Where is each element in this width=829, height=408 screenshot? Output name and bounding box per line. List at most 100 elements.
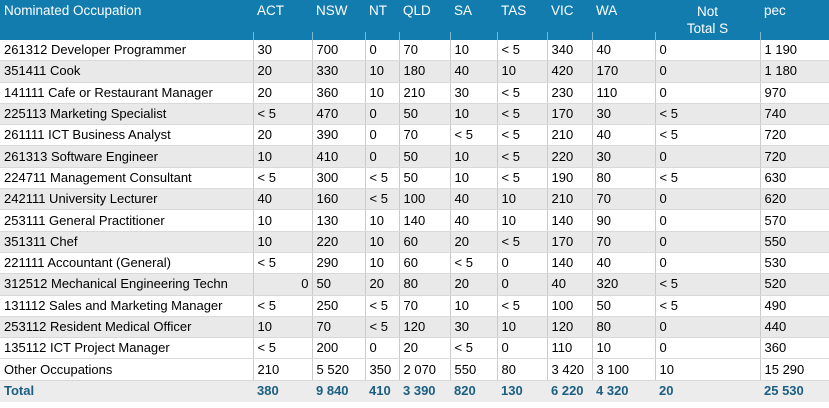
value-cell: 140 xyxy=(398,209,450,232)
value-cell: 110 xyxy=(546,337,592,360)
value-cell: < 5 xyxy=(496,167,547,190)
value-cell: 10 xyxy=(252,231,312,253)
total-row: Total 380 9 840 410 3 390 820 130 6 220 4 320 20 2… xyxy=(0,380,829,402)
table-row: 221111 Accountant (General) < 5 290 10 60 < 5… xyxy=(0,252,829,275)
value-cell: 4 320 xyxy=(592,380,655,402)
table-row: 312512 Mechanical Engineering Techn 0 50 20… xyxy=(0,273,829,296)
value-cell: 330 xyxy=(311,60,365,83)
value-cell: < 5 xyxy=(252,167,312,190)
col-header-nominated-occupation: Nominated Occupation xyxy=(0,0,253,40)
value-cell: 470 xyxy=(311,103,365,126)
value-cell: 120 xyxy=(546,316,592,339)
value-cell: 210 xyxy=(546,188,592,211)
value-cell: 220 xyxy=(546,145,592,168)
value-cell: < 5 xyxy=(449,337,497,360)
value-cell: 190 xyxy=(546,167,592,190)
table-row: 242111 University Lecturer 40 160 < 5 100 40 1… xyxy=(0,188,829,211)
value-cell: 0 xyxy=(654,316,760,339)
value-cell: 70 xyxy=(398,40,450,62)
table-row: 351411 Cook 20 330 10 180 40 10 420 170 0 1 180 xyxy=(0,60,829,83)
occupation-cell: 261312 Developer Programmer xyxy=(0,40,253,62)
occupation-cell: 351411 Cook xyxy=(0,60,253,83)
value-cell: 10 xyxy=(252,209,312,232)
value-cell: 50 xyxy=(591,295,655,317)
value-cell: < 5 xyxy=(252,252,312,275)
value-cell: 210 xyxy=(398,82,450,104)
col-header-not: Not Total S xyxy=(655,0,760,40)
value-cell: 380 xyxy=(253,380,312,402)
value-cell: 210 xyxy=(252,358,312,381)
value-cell: 0 xyxy=(364,337,399,360)
table-row: 253112 Resident Medical Officer 10 70 < 5 12… xyxy=(0,316,829,339)
value-cell: < 5 xyxy=(496,295,547,317)
value-cell: 390 xyxy=(311,124,365,147)
value-cell: 120 xyxy=(398,316,450,339)
value-cell: 130 xyxy=(311,209,365,232)
value-cell: 100 xyxy=(398,188,450,211)
occupation-cell: 312512 Mechanical Engineering Techn xyxy=(0,273,253,296)
value-cell: 0 xyxy=(654,231,760,253)
value-cell: < 5 xyxy=(449,252,497,275)
value-cell: 10 xyxy=(449,40,497,62)
occupation-cell: 261313 Software Engineer xyxy=(0,145,253,168)
value-cell: 10 xyxy=(449,295,497,317)
value-cell: 0 xyxy=(364,124,399,147)
value-cell: 100 xyxy=(546,295,592,317)
value-cell: 0 xyxy=(654,82,760,104)
value-cell: 10 xyxy=(496,60,547,83)
value-cell: < 5 xyxy=(496,40,547,62)
value-cell: 10 xyxy=(252,316,312,339)
value-cell: 15 290 xyxy=(759,358,829,381)
occupation-cell: 261111 ICT Business Analyst xyxy=(0,124,253,147)
value-cell: < 5 xyxy=(496,103,547,126)
value-cell: 170 xyxy=(546,103,592,126)
occupation-cell: 135112 ICT Project Manager xyxy=(0,337,253,360)
value-cell: 70 xyxy=(591,231,655,253)
value-cell: 10 xyxy=(364,60,399,83)
occupation-cell: 141111 Cafe or Restaurant Manager xyxy=(0,82,253,104)
value-cell: 80 xyxy=(591,167,655,190)
occupation-cell: 253111 General Practitioner xyxy=(0,209,253,232)
value-cell: < 5 xyxy=(252,337,312,360)
value-cell: 10 xyxy=(449,103,497,126)
col-header-vic: VIC xyxy=(547,0,592,40)
value-cell: 20 xyxy=(398,337,450,360)
table-row: 131112 Sales and Marketing Manager < 5 250… xyxy=(0,295,829,317)
value-cell: 130 xyxy=(497,380,547,402)
value-cell: 30 xyxy=(252,40,312,62)
value-cell: 40 xyxy=(546,273,592,296)
value-cell: 220 xyxy=(311,231,365,253)
value-cell: 3 390 xyxy=(399,380,450,402)
header-label-line2: Total S xyxy=(686,21,729,36)
value-cell: 20 xyxy=(364,273,399,296)
table-row: 261312 Developer Programmer 30 700 0 70 10 < 5… xyxy=(0,40,829,62)
value-cell: 9 840 xyxy=(312,380,365,402)
value-cell: 170 xyxy=(591,60,655,83)
value-cell: 80 xyxy=(496,358,547,381)
value-cell: 0 xyxy=(654,188,760,211)
occupation-cell: 225113 Marketing Specialist xyxy=(0,103,253,126)
value-cell: 170 xyxy=(546,231,592,253)
occupation-cell: 242111 University Lecturer xyxy=(0,188,253,211)
value-cell: < 5 xyxy=(364,167,399,190)
table-body: 261312 Developer Programmer 30 700 0 70 10 < 5… xyxy=(0,40,829,402)
value-cell: 0 xyxy=(364,40,399,62)
col-header-qld: QLD xyxy=(399,0,450,40)
value-cell: 20 xyxy=(252,60,312,83)
value-cell: 160 xyxy=(311,188,365,211)
table-row: 141111 Cafe or Restaurant Manager 20 360 10… xyxy=(0,82,829,104)
col-header-nsw: NSW xyxy=(312,0,365,40)
value-cell: < 5 xyxy=(654,167,760,190)
value-cell: 200 xyxy=(311,337,365,360)
occupation-cell: 221111 Accountant (General) xyxy=(0,252,253,275)
table-row: 261313 Software Engineer 10 410 0 50 10 < 5 220… xyxy=(0,145,829,168)
value-cell: 25 530 xyxy=(760,380,829,402)
value-cell: 720 xyxy=(759,124,829,147)
table-row: Other Occupations 210 5 520 350 2 070 550 80 3 … xyxy=(0,358,829,381)
value-cell: 40 xyxy=(449,209,497,232)
value-cell: 250 xyxy=(311,295,365,317)
value-cell: 70 xyxy=(591,188,655,211)
header-row: Nominated Occupation ACT NSW NT QLD SA TAS VIC… xyxy=(0,0,829,40)
